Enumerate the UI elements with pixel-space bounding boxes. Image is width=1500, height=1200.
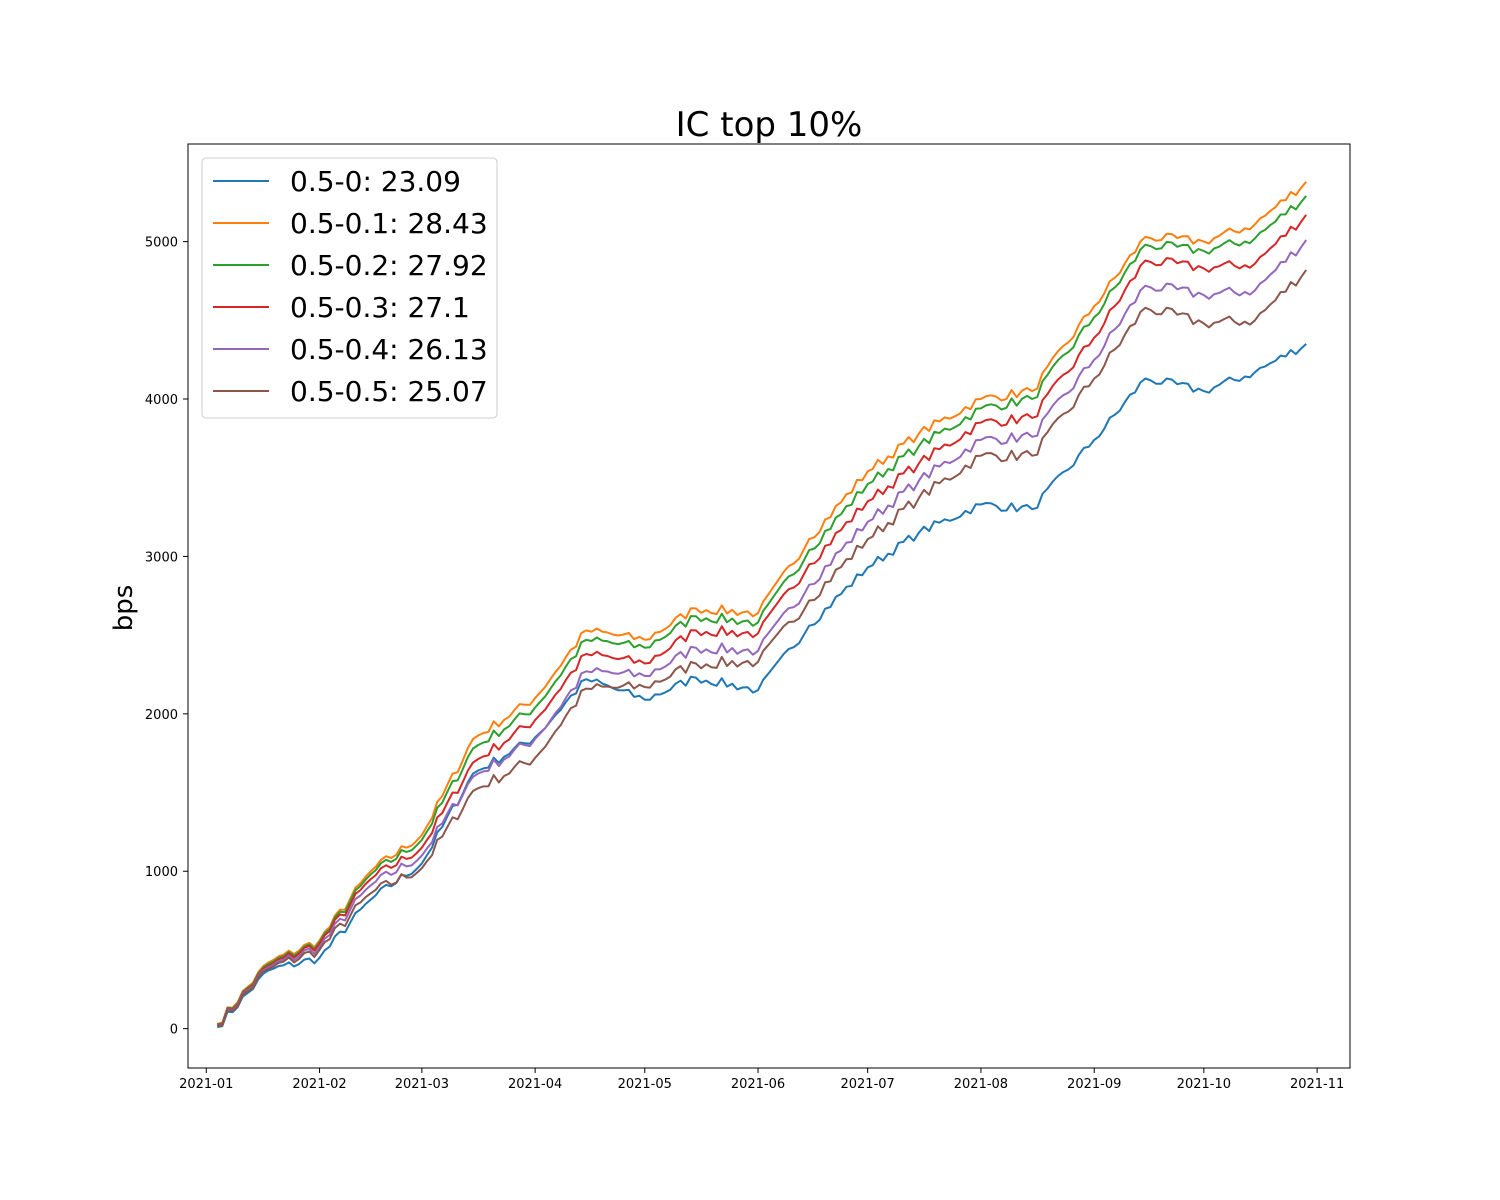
x-tick-label: 2021-11	[1290, 1077, 1344, 1092]
x-tick-label: 2021-10	[1177, 1077, 1231, 1092]
x-tick-label: 2021-06	[731, 1077, 785, 1092]
legend-label: 0.5-0.3: 27.1	[290, 291, 470, 324]
legend: 0.5-0: 23.09 0.5-0.1: 28.43 0.5-0.2: 27.92…	[201, 157, 498, 419]
legend-label: 0.5-0.2: 27.92	[290, 249, 488, 282]
plot-area-frame	[187, 143, 1351, 1069]
series-line-3	[217, 214, 1308, 1026]
legend-label: 0.5-0.4: 26.13	[290, 333, 488, 366]
series-line-1	[216, 181, 1307, 1025]
x-tick-label: 2021-02	[292, 1077, 346, 1092]
series-layer	[216, 181, 1308, 1029]
legend-box	[201, 157, 498, 419]
y-tick-label: 0	[170, 1023, 178, 1038]
y-axis-label: bps	[109, 585, 139, 632]
series-line-0	[217, 343, 1307, 1029]
x-tick-label: 2021-08	[954, 1077, 1008, 1092]
x-tick-label: 2021-03	[395, 1077, 449, 1092]
x-tick-label: 2021-07	[840, 1077, 894, 1092]
legend-label: 0.5-0.5: 25.07	[290, 375, 488, 408]
x-tick-label: 2021-09	[1067, 1077, 1121, 1092]
series-line-4	[217, 239, 1308, 1027]
x-tick-label: 2021-01	[179, 1077, 233, 1092]
y-axis: 0 1000 2000 3000 4000 5000	[145, 236, 188, 1038]
y-tick-label: 2000	[145, 708, 178, 723]
series-line-2	[217, 195, 1307, 1026]
chart-title: IC top 10%	[676, 105, 863, 145]
y-tick-label: 1000	[145, 865, 178, 880]
x-axis: 2021-01 2021-02 2021-03 2021-04 2021-05 2021-…	[179, 1068, 1344, 1092]
x-tick-label: 2021-05	[618, 1077, 672, 1092]
legend-label: 0.5-0: 23.09	[290, 165, 461, 198]
y-tick-label: 3000	[145, 550, 178, 565]
y-tick-label: 5000	[145, 236, 178, 251]
series-line-5	[217, 269, 1308, 1027]
legend-label: 0.5-0.1: 28.43	[290, 207, 488, 240]
y-tick-label: 4000	[145, 393, 178, 408]
x-tick-label: 2021-04	[508, 1077, 562, 1092]
